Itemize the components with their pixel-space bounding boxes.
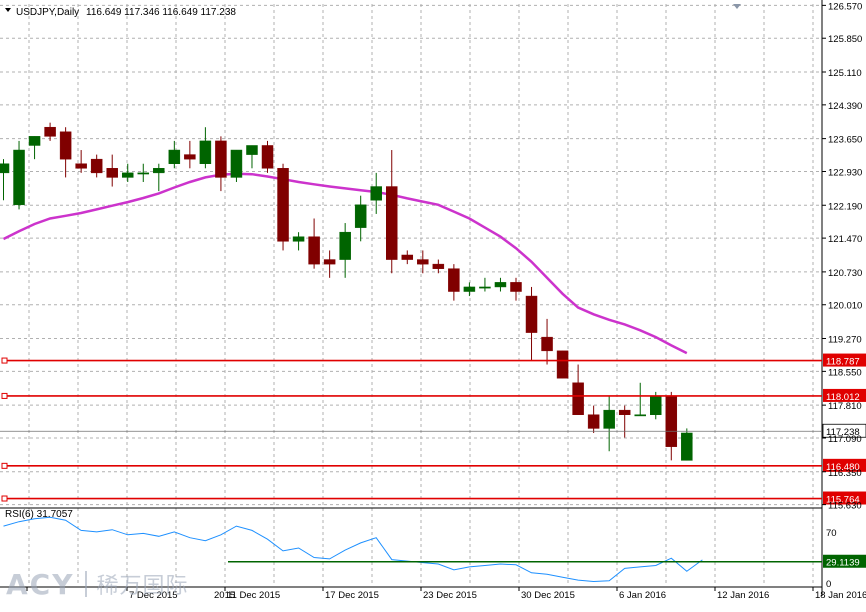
candle-body-bull	[650, 396, 661, 414]
candle-body-bear	[417, 260, 428, 265]
candle-body-bull	[200, 141, 211, 164]
candle-body-bear	[324, 260, 335, 265]
candle-body-bear	[91, 159, 102, 173]
candle-body-bull	[231, 150, 242, 177]
candle-body-bull	[122, 173, 133, 178]
price-level-anchor	[2, 393, 7, 398]
candles	[0, 123, 692, 461]
candle-body-bear	[309, 237, 320, 264]
rsi-tick-label: 0	[826, 579, 831, 590]
y-tick-label: 124.390	[828, 101, 862, 112]
candle-body-bear	[588, 415, 599, 429]
y-tick-label: 122.190	[828, 201, 862, 212]
price-level-anchor	[2, 463, 7, 468]
y-tick-label: 123.650	[828, 135, 862, 146]
candle-body-bull	[464, 287, 475, 292]
candle-body-bear	[60, 132, 71, 159]
ohlc-readout: 116.649 117.346 116.649 117.238	[86, 7, 236, 18]
price-level-anchor	[2, 496, 7, 501]
y-tick-label: 119.270	[828, 335, 862, 346]
watermark: ACY 稀万国际	[6, 566, 226, 602]
candle-body-bull	[340, 232, 351, 259]
candle-body-bull	[29, 136, 40, 145]
candle-body-bull	[681, 433, 692, 460]
candle-body-bull	[138, 173, 149, 174]
shift-marker-icon[interactable]	[733, 4, 741, 9]
y-tick-label: 120.010	[828, 301, 862, 312]
candle-body-bull	[246, 145, 257, 154]
candle-body-bear	[433, 264, 444, 269]
x-tick-label: 12 Jan 2016	[717, 590, 769, 601]
symbol-label: USDJPY,Daily	[16, 7, 79, 18]
candle-body-bull	[355, 205, 366, 228]
candle-body-bull	[495, 282, 506, 287]
candle-body-bear	[215, 141, 226, 178]
watermark-chinese: 稀万国际	[97, 568, 189, 600]
candle-body-bear	[45, 127, 56, 136]
x-tick-label: 23 Dec 2015	[423, 590, 477, 601]
y-tick-label: 126.570	[828, 1, 862, 12]
x-tick-label: 30 Dec 2015	[521, 590, 575, 601]
triangle-down-icon[interactable]	[5, 8, 11, 12]
candle-body-bull	[0, 164, 9, 173]
candle-body-bear	[76, 164, 87, 169]
y-tick-label: 125.110	[828, 68, 862, 79]
candle-body-bear	[184, 155, 195, 160]
x-tick-label: 17 Dec 2015	[325, 590, 379, 601]
candle-body-bull	[479, 287, 490, 288]
candle-body-bear	[510, 282, 521, 291]
chart-header: USDJPY,Daily 116.649 117.346 116.649 117…	[5, 4, 741, 520]
price-level-label: 118.787	[826, 357, 860, 368]
candle-body-bull	[293, 237, 304, 242]
candle-body-bear	[619, 410, 630, 415]
y-tick-label: 118.550	[828, 367, 862, 378]
y-tick-label: 125.850	[828, 34, 862, 45]
watermark-logo: ACY	[6, 568, 75, 601]
candle-body-bear	[666, 396, 677, 446]
rsi-level-label: 29.1139	[826, 558, 860, 569]
y-tick-label: 117.810	[828, 401, 862, 412]
y-tick-label: 116.350	[828, 468, 862, 479]
y-tick-label: 117.090	[828, 434, 862, 445]
candle-body-bear	[107, 168, 118, 177]
candle-body-bear	[262, 145, 273, 168]
candle-body-bear	[402, 255, 413, 260]
candle-body-bear	[278, 168, 289, 241]
y-tick-label: 121.470	[828, 234, 862, 245]
candle-body-bear	[448, 269, 459, 292]
x-tick-label: 11 Dec 2015	[227, 590, 280, 601]
watermark-divider	[85, 571, 87, 597]
x-tick-label: 18 Jan 2016	[815, 590, 866, 601]
candle-body-bull	[635, 415, 646, 416]
candle-body-bear	[542, 337, 553, 351]
candle-body-bull	[371, 187, 382, 201]
y-tick-label: 115.630	[828, 501, 862, 512]
x-tick-label: 6 Jan 2016	[619, 590, 666, 601]
candle-body-bull	[604, 410, 615, 428]
candle-body-bear	[386, 187, 397, 260]
candle-body-bull	[14, 150, 25, 205]
grid	[0, 0, 822, 596]
y-axis: 126.570 125.850 125.110 124.390 123.650 122.9…	[822, 1, 862, 511]
candle-body-bull	[153, 168, 164, 173]
rsi-header: RSI(6) 31.7057	[5, 509, 73, 520]
candle-body-bear	[526, 296, 537, 333]
candle-body-bear	[557, 351, 568, 378]
y-tick-label: 120.730	[828, 268, 862, 279]
y-tick-label: 122.930	[828, 167, 862, 178]
price-level-anchor	[2, 358, 7, 363]
rsi-tick-label: 70	[826, 528, 837, 539]
candle-body-bear	[573, 383, 584, 415]
candle-body-bull	[169, 150, 180, 164]
